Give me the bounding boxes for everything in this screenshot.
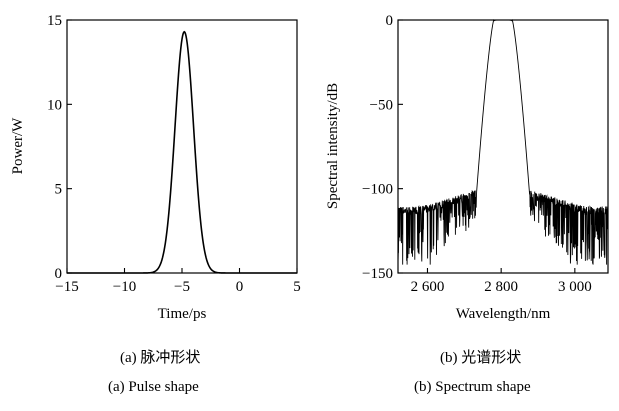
panel-b-y-axis-label: Spectral intensity/dB xyxy=(325,83,341,209)
panel-a-y-tick-label: 0 xyxy=(55,266,63,282)
panel-b-x-tick-label: 2 800 xyxy=(484,279,518,295)
panel-b-spectrum-line xyxy=(397,18,609,265)
panel-a-y-tick-label: 10 xyxy=(47,97,62,113)
panel-a-x-tick-label: −10 xyxy=(113,279,136,295)
panel-a-ticks: −15 −10 −5 0 5 0 5 10 15 xyxy=(47,13,301,295)
panel-b-x-axis-label: Wavelength/nm xyxy=(456,306,551,322)
panel-b-spectrum-chart: 2 600 2 800 3 000 0 −50 −100 −150 Wavelength/n… xyxy=(325,13,609,322)
panel-b-caption-english: (b) Spectrum shape xyxy=(414,379,531,395)
panel-a-x-tick-label: −5 xyxy=(174,279,190,295)
panel-a-y-axis-label: Power/W xyxy=(10,117,26,174)
panel-a-pulse-line xyxy=(67,30,297,274)
panel-b-y-tick-label: 0 xyxy=(386,13,394,29)
panel-b-y-tick-label: −150 xyxy=(362,266,393,282)
panel-a-y-tick-label: 5 xyxy=(55,182,63,198)
panel-a-plot-frame xyxy=(66,19,298,274)
panel-a-x-tick-label: 5 xyxy=(293,279,301,295)
panel-a-caption-chinese: (a) 脉冲形状 xyxy=(120,350,201,366)
panel-a-x-axis-label: Time/ps xyxy=(158,306,207,322)
panel-b-ticks: 2 600 2 800 3 000 0 −50 −100 −150 xyxy=(362,13,592,295)
panel-b-x-tick-label: 2 600 xyxy=(411,279,445,295)
panel-b-y-tick-label: −100 xyxy=(362,182,393,198)
panel-b-y-tick-label: −50 xyxy=(370,97,393,113)
panel-b-caption-chinese: (b) 光谱形状 xyxy=(440,350,522,366)
panel-a-x-tick-label: −15 xyxy=(55,279,78,295)
panel-b-x-tick-label: 3 000 xyxy=(558,279,592,295)
panel-a-y-tick-label: 15 xyxy=(47,13,62,29)
panel-a-x-tick-label: 0 xyxy=(236,279,244,295)
panel-a-pulse-chart: −15 −10 −5 0 5 0 5 10 15 Time/ps Power/W xyxy=(10,13,301,322)
panel-a-caption-english: (a) Pulse shape xyxy=(108,379,199,395)
